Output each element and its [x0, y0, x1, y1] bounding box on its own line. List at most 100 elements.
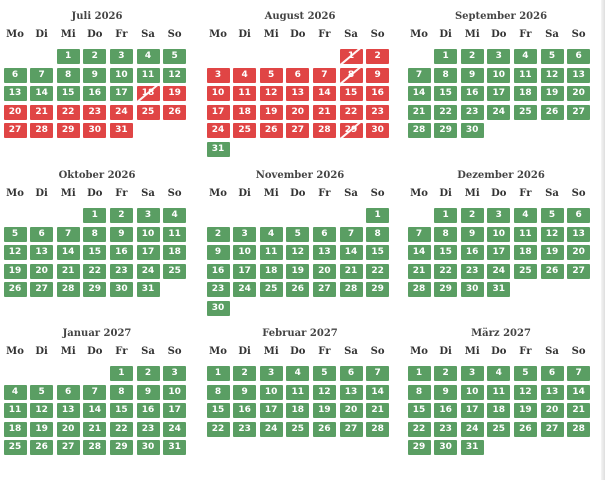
- available-day[interactable]: 12: [513, 384, 537, 400]
- available-day[interactable]: 12: [3, 245, 27, 261]
- available-day[interactable]: 18: [487, 403, 511, 419]
- booked-day[interactable]: 25: [233, 123, 257, 139]
- available-day[interactable]: 24: [487, 104, 511, 120]
- available-day[interactable]: 6: [30, 226, 54, 242]
- available-day[interactable]: 24: [136, 263, 160, 279]
- booked-day[interactable]: 3: [206, 67, 230, 83]
- available-day[interactable]: 4: [513, 49, 537, 64]
- available-day[interactable]: 3: [163, 366, 187, 381]
- available-day[interactable]: 16: [233, 403, 257, 419]
- available-day[interactable]: 26: [30, 440, 54, 456]
- available-day[interactable]: 24: [460, 421, 484, 437]
- available-day[interactable]: 18: [286, 403, 310, 419]
- available-day[interactable]: 22: [434, 263, 458, 279]
- available-day[interactable]: 24: [233, 282, 257, 298]
- available-day[interactable]: 17: [259, 403, 283, 419]
- available-day[interactable]: 29: [366, 282, 390, 298]
- available-day[interactable]: 12: [540, 67, 564, 83]
- available-day[interactable]: 28: [366, 421, 390, 437]
- available-day[interactable]: 16: [136, 403, 160, 419]
- booked-day[interactable]: 7: [312, 67, 336, 83]
- available-day[interactable]: 6: [3, 67, 27, 83]
- available-day[interactable]: 16: [460, 245, 484, 261]
- available-day[interactable]: 11: [487, 384, 511, 400]
- available-day[interactable]: 16: [460, 86, 484, 102]
- available-day[interactable]: 27: [30, 282, 54, 298]
- booked-day[interactable]: 30: [83, 123, 107, 139]
- available-day[interactable]: 26: [286, 282, 310, 298]
- available-day[interactable]: 17: [487, 245, 511, 261]
- available-day[interactable]: 1: [434, 208, 458, 223]
- booked-day[interactable]: 13: [286, 86, 310, 102]
- available-day[interactable]: 10: [233, 245, 257, 261]
- available-day[interactable]: 9: [434, 384, 458, 400]
- available-day[interactable]: 31: [163, 440, 187, 456]
- available-day[interactable]: 7: [366, 366, 390, 381]
- available-day[interactable]: 23: [434, 421, 458, 437]
- available-day[interactable]: 14: [56, 245, 80, 261]
- available-day[interactable]: 20: [540, 403, 564, 419]
- available-day[interactable]: 21: [567, 403, 591, 419]
- available-day[interactable]: 10: [136, 226, 160, 242]
- available-day[interactable]: 2: [109, 208, 133, 223]
- available-day[interactable]: 14: [83, 403, 107, 419]
- available-day[interactable]: 1: [56, 49, 80, 64]
- available-day[interactable]: 1: [206, 366, 230, 381]
- booked-day[interactable]: 29: [56, 123, 80, 139]
- available-day[interactable]: 18: [513, 245, 537, 261]
- available-day[interactable]: 28: [56, 282, 80, 298]
- booked-day[interactable]: 17: [206, 104, 230, 120]
- available-day[interactable]: 26: [540, 263, 564, 279]
- available-day[interactable]: 28: [339, 282, 363, 298]
- available-day[interactable]: 22: [434, 104, 458, 120]
- available-day[interactable]: 29: [434, 123, 458, 139]
- available-day[interactable]: 3: [109, 49, 133, 64]
- available-day[interactable]: 23: [233, 421, 257, 437]
- available-day[interactable]: 10: [109, 67, 133, 83]
- available-day[interactable]: 5: [513, 366, 537, 381]
- available-day[interactable]: 21: [56, 263, 80, 279]
- available-day[interactable]: 1: [366, 208, 390, 223]
- booked-day[interactable]: 24: [109, 104, 133, 120]
- available-day[interactable]: 8: [366, 226, 390, 242]
- booked-day[interactable]: 19: [163, 86, 187, 102]
- booked-day[interactable]: 27: [3, 123, 27, 139]
- available-day[interactable]: 27: [567, 263, 591, 279]
- available-day[interactable]: 3: [487, 208, 511, 223]
- available-day[interactable]: 15: [434, 245, 458, 261]
- available-day[interactable]: 17: [136, 245, 160, 261]
- available-day[interactable]: 11: [163, 226, 187, 242]
- booked-day[interactable]: 8: [339, 67, 363, 83]
- available-day[interactable]: 22: [83, 263, 107, 279]
- available-day[interactable]: 25: [3, 440, 27, 456]
- available-day[interactable]: 8: [407, 384, 431, 400]
- available-day[interactable]: 29: [434, 282, 458, 298]
- available-day[interactable]: 2: [83, 49, 107, 64]
- available-day[interactable]: 9: [83, 67, 107, 83]
- available-day[interactable]: 23: [460, 263, 484, 279]
- booked-day[interactable]: 21: [30, 104, 54, 120]
- available-day[interactable]: 9: [460, 67, 484, 83]
- booked-day[interactable]: 25: [136, 104, 160, 120]
- available-day[interactable]: 6: [312, 226, 336, 242]
- available-day[interactable]: 13: [56, 403, 80, 419]
- available-day[interactable]: 25: [513, 263, 537, 279]
- available-day[interactable]: 2: [434, 366, 458, 381]
- available-day[interactable]: 25: [259, 282, 283, 298]
- available-day[interactable]: 21: [339, 263, 363, 279]
- available-day[interactable]: 11: [259, 245, 283, 261]
- booked-day[interactable]: 24: [206, 123, 230, 139]
- booked-day[interactable]: 21: [312, 104, 336, 120]
- available-day[interactable]: 27: [339, 421, 363, 437]
- available-day[interactable]: 31: [460, 440, 484, 456]
- available-day[interactable]: 9: [136, 384, 160, 400]
- available-day[interactable]: 15: [83, 245, 107, 261]
- available-day[interactable]: 2: [136, 366, 160, 381]
- available-day[interactable]: 7: [56, 226, 80, 242]
- available-day[interactable]: 21: [407, 104, 431, 120]
- booked-day[interactable]: 6: [286, 67, 310, 83]
- available-day[interactable]: 6: [567, 208, 591, 223]
- available-day[interactable]: 3: [233, 226, 257, 242]
- available-day[interactable]: 17: [109, 86, 133, 102]
- available-day[interactable]: 25: [163, 263, 187, 279]
